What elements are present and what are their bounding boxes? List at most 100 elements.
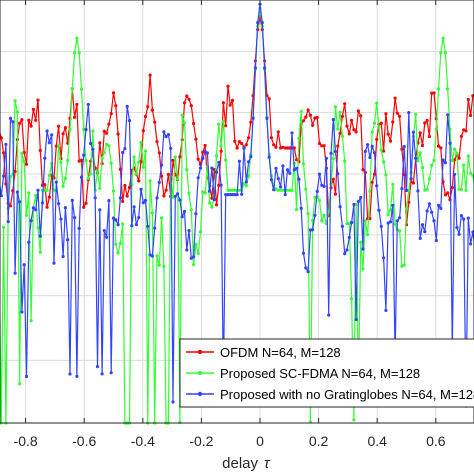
series-1-point bbox=[301, 119, 306, 123]
series-3-point bbox=[331, 118, 335, 122]
series-3-point bbox=[247, 160, 251, 164]
series-2-point bbox=[20, 151, 24, 155]
series-3-point bbox=[233, 193, 237, 197]
series-2-point bbox=[102, 151, 106, 155]
series-1-point bbox=[125, 194, 129, 198]
series-1-point bbox=[148, 73, 152, 77]
series-3-point bbox=[423, 230, 427, 234]
series-3-point bbox=[363, 149, 367, 153]
series-3-point bbox=[82, 153, 86, 157]
series-2-point bbox=[66, 158, 70, 162]
series-2-point bbox=[95, 169, 100, 173]
series-2-point bbox=[345, 222, 349, 226]
series-2-point bbox=[226, 188, 230, 192]
series-2-point bbox=[471, 174, 474, 178]
series-2-point bbox=[143, 149, 148, 153]
series-2-point bbox=[306, 212, 310, 216]
series-1-point bbox=[212, 167, 216, 172]
series-3-point bbox=[384, 308, 388, 312]
series-2-point bbox=[121, 222, 125, 226]
series-1-point bbox=[240, 141, 244, 146]
x-tick-label: -0.6 bbox=[72, 433, 96, 449]
series-2-point bbox=[237, 188, 241, 192]
series-1-point bbox=[400, 147, 404, 151]
series-1-point bbox=[295, 158, 299, 162]
series-2-point bbox=[38, 250, 42, 254]
series-1-point bbox=[221, 101, 225, 105]
series-1-point bbox=[398, 114, 402, 118]
series-2-point bbox=[141, 165, 145, 169]
series-3-point bbox=[336, 172, 340, 176]
series-3-point bbox=[379, 224, 383, 229]
series-2-point bbox=[322, 213, 326, 217]
series-2-point bbox=[187, 191, 191, 196]
series-2-point bbox=[443, 51, 447, 55]
series-3-point bbox=[34, 208, 38, 212]
series-3-point bbox=[73, 216, 77, 220]
series-2-point bbox=[430, 163, 434, 167]
series-2-point bbox=[84, 158, 88, 162]
series-3-point bbox=[178, 198, 182, 202]
series-1-point bbox=[13, 169, 17, 173]
series-3-point bbox=[292, 168, 296, 172]
series-1-point bbox=[166, 172, 170, 177]
series-3-point bbox=[217, 160, 221, 164]
series-3-point bbox=[263, 66, 267, 70]
series-3-point bbox=[22, 263, 26, 267]
series-1-point bbox=[368, 217, 372, 221]
series-1-point bbox=[143, 114, 148, 119]
series-3-point bbox=[137, 215, 141, 220]
series-3-point bbox=[340, 224, 344, 228]
series-3-point bbox=[372, 151, 377, 155]
series-3-point bbox=[416, 189, 420, 193]
series-2-point bbox=[317, 198, 322, 203]
series-1-point bbox=[356, 109, 360, 113]
series-2-point bbox=[281, 188, 285, 192]
series-3-point bbox=[102, 229, 106, 233]
series-1-point bbox=[315, 116, 319, 120]
series-2-point bbox=[453, 147, 457, 151]
series-3-point bbox=[343, 252, 347, 256]
series-1-point bbox=[340, 114, 344, 118]
series-2-point bbox=[118, 241, 122, 245]
series-2-point bbox=[13, 99, 17, 103]
series-3-point bbox=[77, 226, 81, 231]
series-2-point bbox=[439, 51, 443, 55]
series-1-point bbox=[423, 121, 427, 125]
series-2-point bbox=[350, 297, 354, 301]
series-3-point bbox=[324, 156, 328, 160]
series-2-point bbox=[462, 163, 466, 167]
series-2-point bbox=[57, 144, 61, 148]
series-1-point bbox=[45, 205, 49, 209]
series-3-point bbox=[459, 214, 463, 218]
series-3-point bbox=[29, 219, 33, 223]
series-2-point bbox=[370, 130, 374, 134]
series-1-point bbox=[439, 146, 443, 150]
series-3-point bbox=[391, 203, 395, 207]
series-1-point bbox=[34, 118, 38, 122]
series-3-point bbox=[212, 198, 216, 202]
series-2-point bbox=[288, 188, 292, 192]
series-1-point bbox=[457, 156, 461, 160]
series-3-point bbox=[43, 156, 47, 160]
series-2-point bbox=[295, 208, 299, 212]
series-1-point bbox=[63, 126, 67, 130]
series-1-point bbox=[121, 199, 125, 203]
series-3-point bbox=[400, 187, 404, 191]
series-2-point bbox=[230, 188, 235, 192]
series-1-point bbox=[393, 96, 397, 100]
series-1-point bbox=[155, 140, 159, 144]
series-1-point bbox=[157, 151, 161, 155]
series-3-point bbox=[441, 158, 445, 162]
series-2-point bbox=[276, 188, 280, 192]
series-1-point bbox=[420, 143, 425, 148]
series-2-point bbox=[219, 144, 223, 148]
series-2-point bbox=[320, 219, 324, 223]
series-3-point bbox=[285, 168, 290, 172]
series-2-point bbox=[464, 188, 468, 192]
series-2-point bbox=[386, 213, 390, 217]
series-1-point bbox=[320, 144, 324, 148]
series-3-point bbox=[425, 209, 429, 213]
series-2-point bbox=[22, 160, 26, 164]
series-3-point bbox=[395, 219, 399, 223]
